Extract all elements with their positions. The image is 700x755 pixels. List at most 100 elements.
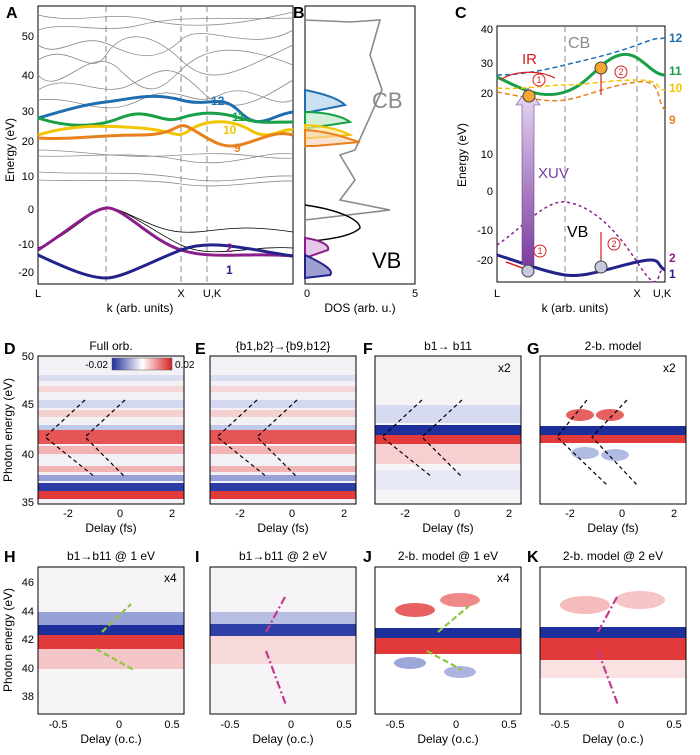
dos-band-2	[304, 236, 330, 260]
panel-d: D Full orb. -0.02 0.02 50 45 40 35	[4, 339, 195, 535]
panel-b-vb: VB	[372, 248, 401, 273]
a-label-1: 1	[226, 263, 233, 277]
c-ir-curve	[499, 71, 556, 81]
panel-k-map	[540, 567, 686, 714]
panel-e-title: {b1,b2}→{b9,b12}	[236, 339, 331, 353]
panel-a-band-labels: 12 11 10 9 2 1	[211, 94, 245, 277]
panel-e-dashed-lines	[216, 399, 298, 478]
panel-j-dashdot-lines	[426, 605, 470, 671]
c-xtick-x: X	[633, 288, 641, 300]
b-xtick-0: 0	[304, 288, 310, 300]
panel-c-xlabel: k (arb. units)	[542, 301, 609, 315]
band-9	[37, 124, 294, 148]
panel-f: F b1→ b11 x2 -2 0 2 Delay (fs)	[363, 339, 522, 535]
panel-c-ir: IR	[522, 51, 537, 68]
colorbar-min: -0.02	[85, 360, 108, 371]
panel-h: H b1→b11 @ 1 eV x4 46 44 42 40 38 -0.5 0…	[4, 549, 185, 746]
panel-j-title: 2-b. model @ 1 eV	[398, 549, 498, 563]
panel-e-xlabel: Delay (fs)	[257, 521, 308, 535]
panel-c-ylabel: Energy (eV)	[455, 123, 469, 187]
c-ytick-10: 10	[481, 149, 493, 161]
panel-j-map	[375, 567, 521, 714]
f-xtick-0: 0	[454, 508, 460, 520]
panel-f-title: b1→ b11	[424, 339, 472, 353]
panel-d-letter: D	[4, 341, 16, 358]
panel-i-letter: I	[195, 549, 199, 566]
panel-j-xticks: -0.5 0 0.5	[386, 719, 517, 731]
c-step-1-lower: 1	[537, 246, 542, 256]
band-1	[37, 243, 294, 280]
a-ytick-20: 20	[22, 136, 34, 148]
panel-c-xticks: L X U,K	[494, 288, 672, 300]
j-xtick-m05: -0.5	[386, 719, 405, 731]
panel-d-xticks: -2 0 2	[63, 508, 175, 520]
c-step-2-lower: 2	[611, 239, 616, 249]
panel-j-xlabel: Delay (o.c.)	[417, 732, 478, 746]
band-11	[37, 111, 294, 127]
panel-b-xticks: 0 5	[304, 288, 418, 300]
panel-c-band-labels: 12 11 10 9 2 1	[669, 31, 683, 281]
panel-h-scale: x4	[164, 571, 177, 585]
j-xtick-05: 0.5	[501, 719, 516, 731]
panel-a-frame	[37, 5, 294, 285]
panel-b-letter: B	[293, 5, 305, 22]
c-label-12: 12	[669, 31, 683, 45]
panel-i-xticks: -0.5 0 0.5	[221, 719, 352, 731]
h-xtick-m05: -0.5	[49, 719, 68, 731]
panel-a-letter: A	[6, 5, 18, 22]
k-xtick-0: 0	[618, 719, 624, 731]
k-xtick-m05: -0.5	[551, 719, 570, 731]
panel-a-xticks: L X U,K	[35, 288, 222, 300]
f-xtick-m2: -2	[400, 508, 410, 520]
panel-d-map	[38, 356, 184, 504]
panel-k-title: 2-b. model @ 2 eV	[563, 549, 663, 563]
panel-c-vb: VB	[567, 224, 588, 241]
c-ytick-0: 0	[487, 186, 493, 198]
c-label-2: 2	[669, 251, 676, 265]
panel-a-xlabel: k (arb. units)	[107, 301, 174, 315]
h-ytick-42: 42	[22, 634, 34, 646]
b-xtick-5: 5	[412, 288, 418, 300]
a-ytick-m20: -20	[18, 267, 34, 279]
colorbar	[111, 357, 173, 371]
panel-h-dashdot-lines	[95, 603, 135, 671]
panel-c-yticks: 40 30 20 10 0 -10 -20	[477, 24, 493, 267]
panel-c-kpoint-lines	[564, 26, 638, 282]
i-xtick-m05: -0.5	[221, 719, 240, 731]
panel-f-letter: F	[363, 341, 373, 358]
panel-d-xlabel: Delay (fs)	[85, 521, 136, 535]
panel-g-xlabel: Delay (fs)	[587, 521, 638, 535]
panel-c-frame	[496, 25, 666, 283]
panel-f-xlabel: Delay (fs)	[422, 521, 473, 535]
a-ytick-0: 0	[28, 204, 34, 216]
panel-h-letter: H	[4, 549, 16, 566]
panel-k-dashdot-lines	[596, 596, 620, 706]
panel-k-letter: K	[527, 549, 539, 566]
i-xtick-05: 0.5	[336, 719, 351, 731]
a-xtick-l: L	[35, 288, 41, 300]
panel-e-xticks: -2 0 2	[235, 508, 347, 520]
row2-ylabel: Photon energy (eV)	[1, 378, 15, 482]
h-xtick-05: 0.5	[164, 719, 179, 731]
d-xtick-2: 2	[169, 508, 175, 520]
c-step-2-upper: 2	[618, 67, 623, 77]
panel-h-xlabel: Delay (o.c.)	[80, 732, 141, 746]
dos-total	[304, 19, 391, 221]
panel-k-xlabel: Delay (o.c.)	[582, 732, 643, 746]
c-ytick-m20: -20	[477, 255, 493, 267]
panel-c-cb: CB	[568, 35, 590, 52]
c-ytick-30: 30	[481, 58, 493, 70]
h-ytick-38: 38	[22, 691, 34, 703]
c-label-11: 11	[669, 64, 682, 78]
c-label-10: 10	[669, 81, 683, 95]
row2-yticks: 50 45 40 35	[22, 351, 34, 509]
a-ytick-40: 40	[22, 70, 34, 82]
k-xtick-05: 0.5	[666, 719, 681, 731]
panel-i-map	[210, 567, 356, 714]
band-2	[37, 206, 294, 258]
panel-a: A Energy (eV) 50 40 30 20 10 0 -10 -20	[3, 5, 294, 315]
panel-i-title: b1→b11 @ 2 eV	[239, 549, 327, 563]
dos-band-9	[304, 128, 361, 147]
c-step-circles	[532, 65, 628, 258]
